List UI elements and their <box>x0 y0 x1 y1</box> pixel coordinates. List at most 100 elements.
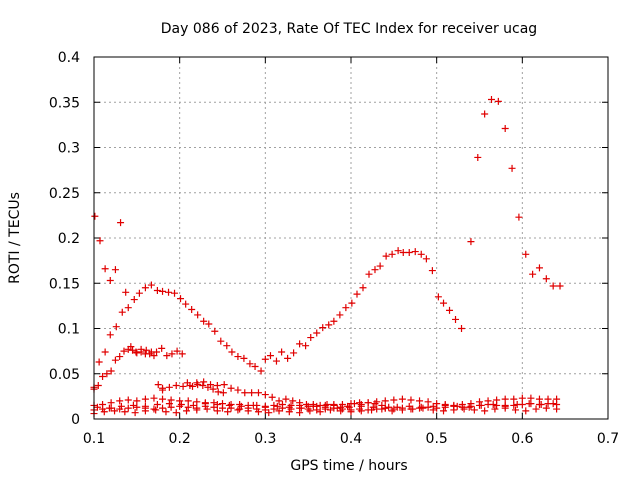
data-point <box>553 405 561 413</box>
data-point <box>316 408 324 416</box>
data-point <box>481 110 489 118</box>
data-point <box>440 407 448 415</box>
y-tick-label: 0.1 <box>58 322 80 338</box>
data-point <box>407 396 415 404</box>
data-point <box>489 401 497 409</box>
data-point <box>165 400 173 408</box>
data-point <box>261 355 269 363</box>
y-tick-label: 0.35 <box>49 95 80 111</box>
data-point <box>184 397 192 405</box>
series-sat-c <box>467 96 564 290</box>
y-tick-label: 0.2 <box>58 231 80 247</box>
data-point <box>477 401 485 409</box>
data-point <box>129 401 137 409</box>
data-point <box>319 324 327 332</box>
data-point <box>176 402 184 410</box>
data-point <box>133 397 141 405</box>
data-point <box>173 347 181 355</box>
data-point <box>182 300 190 308</box>
data-point <box>522 407 530 415</box>
data-point <box>381 397 389 405</box>
data-point <box>378 405 386 413</box>
data-point <box>207 381 215 389</box>
data-point <box>487 96 495 104</box>
data-point <box>219 404 226 412</box>
y-tick-label: 0.3 <box>58 141 80 157</box>
data-point <box>177 295 185 303</box>
data-point <box>405 402 413 410</box>
data-point <box>118 308 126 316</box>
data-point <box>371 400 379 408</box>
data-point <box>321 403 329 411</box>
data-point <box>225 401 233 409</box>
data-point <box>186 382 194 390</box>
data-point <box>371 266 379 274</box>
data-point <box>234 353 242 361</box>
data-point <box>251 363 259 371</box>
series-sat-a <box>90 281 265 391</box>
data-point <box>467 402 475 410</box>
x-tick-label: 0.1 <box>83 431 105 447</box>
data-point <box>388 407 396 415</box>
data-point <box>336 311 344 319</box>
data-point <box>434 293 442 301</box>
data-point <box>460 405 468 413</box>
data-point <box>213 407 221 415</box>
x-tick-label: 0.6 <box>511 431 533 447</box>
y-tick-label: 0.15 <box>49 276 80 292</box>
data-point <box>203 405 211 413</box>
data-point <box>398 395 406 403</box>
x-tick-label: 0.3 <box>254 431 276 447</box>
data-point <box>172 409 180 417</box>
series-sat-d <box>91 212 227 397</box>
data-point <box>200 317 208 325</box>
data-point <box>116 397 124 405</box>
data-point <box>130 296 138 304</box>
data-point <box>193 398 201 406</box>
data-point <box>381 404 389 412</box>
data-point <box>227 384 235 392</box>
data-point <box>508 164 516 172</box>
y-tick-label: 0.05 <box>49 367 80 383</box>
data-point <box>188 305 196 313</box>
data-point <box>153 401 161 409</box>
data-point <box>147 281 155 289</box>
data-point <box>296 340 304 348</box>
data-point <box>111 266 119 274</box>
data-point <box>159 395 167 403</box>
data-point <box>347 400 355 408</box>
data-point <box>542 404 550 412</box>
data-point <box>105 404 113 412</box>
data-point <box>440 299 448 307</box>
grid <box>94 57 608 419</box>
data-point <box>501 401 509 409</box>
data-point <box>501 395 509 403</box>
data-point <box>193 379 201 387</box>
data-point <box>268 393 276 401</box>
data-point <box>411 248 419 256</box>
data-point <box>266 352 274 360</box>
data-point <box>365 270 373 278</box>
data-point <box>549 400 557 408</box>
data-point <box>345 403 353 411</box>
data-point <box>152 406 160 414</box>
data-point <box>515 213 523 221</box>
data-point <box>167 403 175 411</box>
data-point <box>168 350 176 358</box>
data-point <box>348 299 356 307</box>
data-point <box>390 405 398 413</box>
data-point <box>265 409 273 417</box>
data-point <box>91 212 99 220</box>
data-point <box>398 406 406 414</box>
data-point <box>194 311 202 319</box>
data-points <box>90 96 564 418</box>
plot-frame <box>93 56 609 420</box>
data-point <box>121 408 129 416</box>
data-point <box>194 381 202 389</box>
data-point <box>422 255 430 263</box>
data-point <box>213 382 221 390</box>
data-point <box>150 352 158 360</box>
x-axis-label: GPS time / hours <box>290 458 407 474</box>
data-point <box>522 250 530 258</box>
